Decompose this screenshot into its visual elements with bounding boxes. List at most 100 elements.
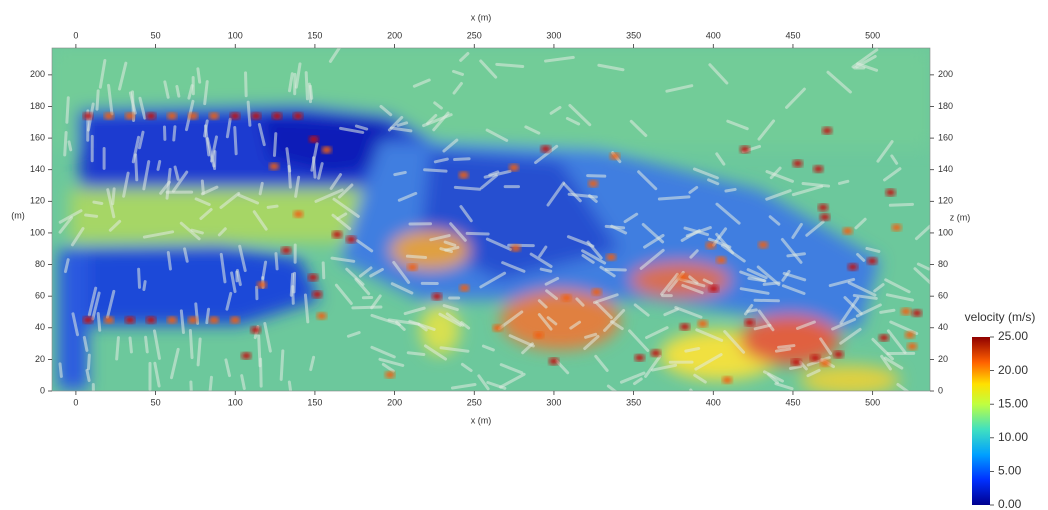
particle	[306, 73, 307, 99]
hot-spot	[834, 351, 844, 358]
particle	[174, 127, 175, 140]
particle	[881, 310, 894, 312]
y-tick-label-right: 140	[938, 164, 953, 174]
region	[800, 365, 900, 395]
particle	[235, 127, 236, 153]
hot-spot	[385, 371, 395, 378]
hot-spot	[241, 352, 251, 359]
hot-spot	[209, 317, 219, 324]
hot-spot	[561, 294, 571, 301]
hot-spot	[332, 231, 342, 238]
hot-spot	[459, 284, 469, 291]
particle	[146, 337, 148, 352]
hot-spot	[432, 293, 442, 300]
particle	[606, 269, 625, 270]
hot-spot	[651, 350, 661, 357]
colorbar-tick-label: 0.00	[998, 497, 1022, 510]
region	[740, 315, 840, 365]
hot-spot	[83, 317, 93, 324]
x-tick-label-bottom: 500	[865, 397, 880, 407]
hot-spot	[167, 317, 177, 324]
x-tick-label-top: 300	[546, 30, 561, 40]
particle	[467, 233, 488, 234]
hot-spot	[309, 136, 319, 143]
field	[52, 47, 936, 405]
x-tick-label-bottom: 100	[228, 397, 243, 407]
hot-spot	[791, 359, 801, 366]
hot-spot	[167, 113, 177, 120]
x-tick-label-bottom: 350	[626, 397, 641, 407]
hot-spot	[317, 312, 327, 319]
particle	[60, 364, 61, 377]
hot-spot	[257, 281, 267, 288]
hot-spot	[251, 113, 261, 120]
particle	[181, 311, 183, 333]
particle	[588, 176, 605, 177]
hot-spot	[709, 285, 719, 292]
x-tick-label-bottom: 450	[785, 397, 800, 407]
x-tick-label-bottom: 50	[151, 397, 161, 407]
colorbar: velocity (m/s) 25.0020.0015.0010.005.000…	[965, 310, 1036, 510]
x-tick-label-top: 100	[228, 30, 243, 40]
hot-spot	[716, 257, 726, 264]
particle	[139, 269, 140, 287]
y-tick-label-left: 40	[35, 322, 45, 332]
particle	[281, 351, 283, 379]
hot-spot	[810, 355, 820, 362]
y-tick-label-right: 200	[938, 69, 953, 79]
particle	[177, 86, 179, 96]
hot-spot	[610, 153, 620, 160]
colorbar-tick-label: 15.00	[998, 396, 1028, 410]
hot-spot	[509, 164, 519, 171]
hot-spot	[912, 310, 922, 317]
colorbar-scale	[972, 337, 990, 505]
hot-spot	[820, 214, 830, 221]
particle	[408, 353, 424, 355]
hot-spot	[459, 172, 469, 179]
x-tick-label-bottom: 400	[706, 397, 721, 407]
y-tick-label-left: 20	[35, 354, 45, 364]
hot-spot	[698, 320, 708, 327]
colorbar-tick-label: 20.00	[998, 363, 1028, 377]
hot-spot	[549, 358, 559, 365]
particle	[726, 189, 735, 191]
y-tick-label-right: 20	[938, 354, 948, 364]
hot-spot	[822, 127, 832, 134]
hot-spot	[848, 263, 858, 270]
x-tick-label-top: 0	[73, 30, 78, 40]
particle	[88, 355, 89, 369]
particle	[113, 189, 114, 204]
hot-spot	[146, 317, 156, 324]
x-axis-title-bottom: x (m)	[471, 415, 492, 425]
hot-spot	[818, 204, 828, 211]
particle	[890, 204, 912, 205]
particle	[191, 382, 192, 401]
particle	[395, 172, 406, 174]
particle	[97, 91, 98, 109]
x-tick-label-top: 450	[785, 30, 800, 40]
x-tick-label-bottom: 300	[546, 397, 561, 407]
x-tick-label-top: 500	[865, 30, 880, 40]
y-tick-label-right: 160	[938, 132, 953, 142]
particle	[323, 263, 324, 278]
particle	[755, 300, 778, 301]
hot-spot	[892, 224, 902, 231]
hot-spot	[308, 274, 318, 281]
particle	[158, 162, 160, 170]
particle	[207, 309, 209, 322]
hot-spot	[146, 113, 156, 120]
particle	[259, 336, 260, 366]
region	[390, 230, 470, 270]
x-tick-label-bottom: 150	[307, 397, 322, 407]
particle	[190, 330, 192, 357]
hot-spot	[269, 163, 279, 170]
x-tick-label-bottom: 200	[387, 397, 402, 407]
y-tick-label-left: 60	[35, 291, 45, 301]
particle	[268, 206, 277, 207]
particle	[87, 370, 89, 380]
particle	[839, 181, 847, 183]
hot-spot	[293, 211, 303, 218]
hot-spot	[312, 291, 322, 298]
particle	[274, 134, 275, 156]
y-tick-label-left: 0	[40, 385, 45, 395]
